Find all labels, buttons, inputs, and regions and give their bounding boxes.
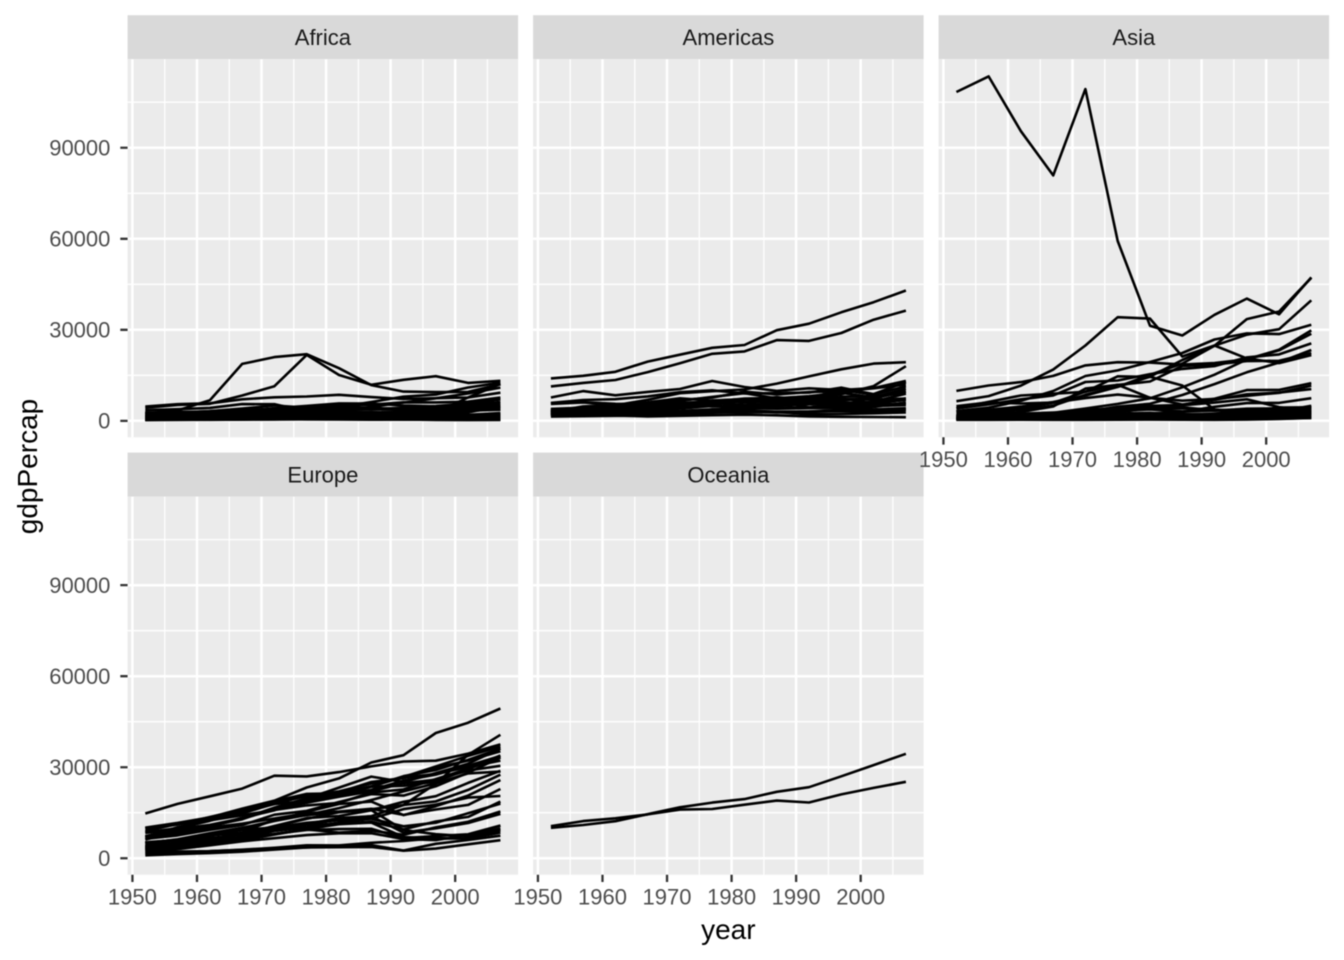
svg-text:Americas: Americas: [683, 25, 775, 50]
svg-text:1990: 1990: [1177, 447, 1226, 472]
svg-text:Asia: Asia: [1112, 25, 1156, 50]
svg-text:1990: 1990: [366, 884, 415, 909]
svg-text:90000: 90000: [49, 136, 110, 161]
svg-text:Europe: Europe: [287, 463, 358, 488]
svg-text:0: 0: [98, 409, 110, 434]
svg-text:1950: 1950: [919, 447, 968, 472]
svg-text:year: year: [701, 914, 755, 945]
svg-text:1970: 1970: [237, 884, 286, 909]
svg-text:1950: 1950: [108, 884, 157, 909]
svg-text:60000: 60000: [49, 664, 110, 689]
svg-text:Oceania: Oceania: [687, 463, 770, 488]
svg-text:1980: 1980: [302, 884, 351, 909]
svg-text:1970: 1970: [643, 884, 692, 909]
svg-text:1990: 1990: [772, 884, 821, 909]
svg-text:2000: 2000: [836, 884, 885, 909]
svg-text:60000: 60000: [49, 227, 110, 252]
svg-text:2000: 2000: [1242, 447, 1291, 472]
svg-text:1950: 1950: [513, 884, 562, 909]
svg-text:1960: 1960: [173, 884, 222, 909]
svg-text:1960: 1960: [984, 447, 1033, 472]
svg-text:90000: 90000: [49, 573, 110, 598]
svg-text:30000: 30000: [49, 755, 110, 780]
svg-text:gdpPercap: gdpPercap: [12, 399, 43, 534]
svg-text:0: 0: [98, 846, 110, 871]
svg-text:2000: 2000: [431, 884, 480, 909]
svg-text:1960: 1960: [578, 884, 627, 909]
svg-text:30000: 30000: [49, 318, 110, 343]
svg-text:1980: 1980: [1113, 447, 1162, 472]
svg-text:1970: 1970: [1048, 447, 1097, 472]
svg-text:Africa: Africa: [295, 25, 352, 50]
svg-text:1980: 1980: [707, 884, 756, 909]
